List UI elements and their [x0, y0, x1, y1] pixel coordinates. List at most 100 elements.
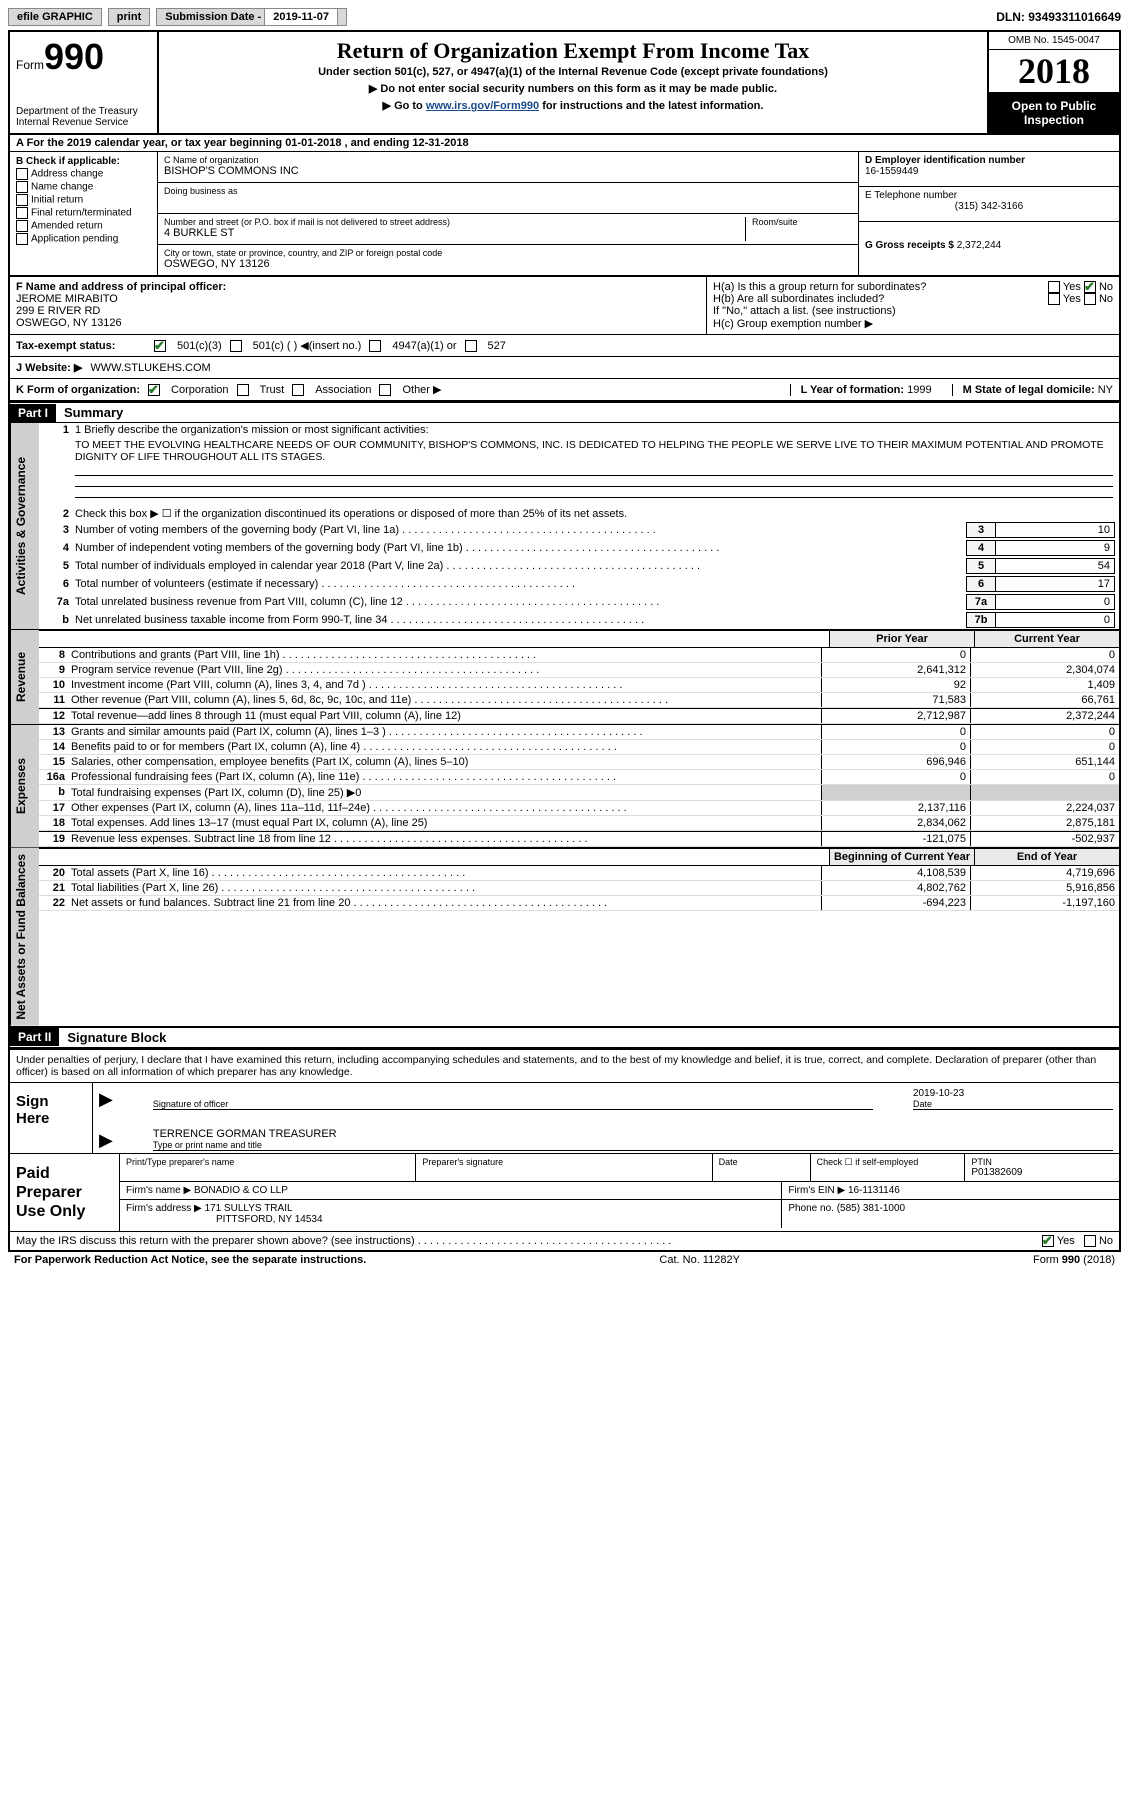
line10-text: Investment income (Part VIII, column (A)…	[71, 678, 821, 692]
firm-ein-label: Firm's EIN ▶	[788, 1185, 845, 1196]
py-13: 0	[821, 725, 970, 739]
cy-13: 0	[970, 725, 1119, 739]
officer-signature-field[interactable]: Signature of officer	[153, 1085, 873, 1110]
print-button[interactable]: print	[108, 8, 150, 26]
val-5: 54	[995, 558, 1115, 574]
lbl-amended: Amended return	[31, 221, 103, 232]
phone-label: E Telephone number	[865, 190, 1113, 201]
dept-irs: Internal Revenue Service	[16, 117, 151, 128]
omb-number: OMB No. 1545-0047	[989, 32, 1119, 50]
header-left: Form990 Department of the Treasury Inter…	[10, 32, 159, 133]
preparer-block: Paid Preparer Use Only Print/Type prepar…	[10, 1153, 1119, 1232]
val-3: 10	[995, 522, 1115, 538]
line3-text: Number of voting members of the governin…	[75, 524, 966, 536]
efile-button[interactable]: efile GRAPHIC	[8, 8, 102, 26]
website-value: WWW.STLUKEHS.COM	[90, 362, 210, 374]
part2-tag: Part II	[10, 1028, 59, 1046]
py-17: 2,137,116	[821, 801, 970, 815]
chk-501c3[interactable]	[154, 340, 166, 352]
chk-hb-no[interactable]	[1084, 293, 1096, 305]
perjury-declaration: Under penalties of perjury, I declare th…	[10, 1050, 1119, 1082]
part1-bar: Part I Summary	[10, 402, 1119, 423]
eoy-20: 4,719,696	[970, 866, 1119, 880]
py-16a: 0	[821, 770, 970, 784]
instr-goto: ▶ Go to www.irs.gov/Form990 for instruct…	[165, 99, 981, 112]
netassets-section: Net Assets or Fund Balances Beginning of…	[10, 848, 1119, 1027]
form-number: 990	[44, 36, 104, 77]
lbl-final-return: Final return/terminated	[31, 208, 132, 219]
city-value: OSWEGO, NY 13126	[164, 258, 852, 270]
cy-8: 0	[970, 648, 1119, 662]
irs-link[interactable]: www.irs.gov/Form990	[426, 100, 539, 112]
val-7b: 0	[995, 612, 1115, 628]
sig-date-value: 2019-10-23	[913, 1088, 1113, 1099]
chk-discuss-no[interactable]	[1084, 1235, 1096, 1247]
chk-hb-yes[interactable]	[1048, 293, 1060, 305]
chk-trust[interactable]	[237, 384, 249, 396]
lbl-501c: 501(c) ( ) ◀(insert no.)	[253, 339, 362, 352]
k-label: K Form of organization:	[16, 384, 140, 396]
addr-value: 4 BURKLE ST	[164, 227, 745, 239]
vtab-expenses: Expenses	[10, 725, 39, 847]
py-12: 2,712,987	[821, 709, 970, 723]
dba-label: Doing business as	[164, 186, 852, 196]
chk-527[interactable]	[465, 340, 477, 352]
rule-line	[75, 487, 1113, 498]
box-c: C Name of organization BISHOP'S COMMONS …	[158, 152, 859, 275]
governance-section: Activities & Governance 11 Briefly descr…	[10, 423, 1119, 630]
line17-text: Other expenses (Part IX, column (A), lin…	[71, 801, 821, 815]
chk-corp[interactable]	[148, 384, 160, 396]
part1-tag: Part I	[10, 404, 56, 422]
py-10: 92	[821, 678, 970, 692]
website-label: J Website: ▶	[16, 361, 82, 374]
chk-assoc[interactable]	[292, 384, 304, 396]
cy-12: 2,372,244	[970, 709, 1119, 723]
chk-discuss-yes[interactable]	[1042, 1235, 1054, 1247]
firm-addr1: 171 SULLYS TRAIL	[205, 1203, 293, 1214]
chk-app-pending[interactable]	[16, 233, 28, 245]
lbl-address-change: Address change	[31, 169, 103, 180]
line16b-text: Total fundraising expenses (Part IX, col…	[71, 785, 821, 800]
box-de: D Employer identification number 16-1559…	[859, 152, 1119, 275]
tax-status-row: Tax-exempt status: 501(c)(3) 501(c) ( ) …	[10, 335, 1119, 357]
lbl-501c3: 501(c)(3)	[177, 340, 222, 352]
chk-ha-no[interactable]	[1084, 281, 1096, 293]
chk-amended[interactable]	[16, 220, 28, 232]
boy-21: 4,802,762	[821, 881, 970, 895]
website-row: J Website: ▶ WWW.STLUKEHS.COM	[10, 357, 1119, 379]
cy-16a: 0	[970, 770, 1119, 784]
chk-other[interactable]	[379, 384, 391, 396]
tax-label: Tax-exempt status:	[16, 340, 146, 352]
officer-addr1: 299 E RIVER RD	[16, 305, 700, 317]
lbl-no: No	[1099, 281, 1113, 293]
printed-name-label: Type or print name and title	[153, 1140, 262, 1150]
chk-final-return[interactable]	[16, 207, 28, 219]
firm-phone: (585) 381-1000	[837, 1203, 905, 1214]
chk-501c[interactable]	[230, 340, 242, 352]
box-5: 5	[966, 558, 995, 574]
chk-initial-return[interactable]	[16, 194, 28, 206]
ein-label: D Employer identification number	[865, 155, 1113, 166]
lbl-4947: 4947(a)(1) or	[392, 340, 456, 352]
chk-ha-yes[interactable]	[1048, 281, 1060, 293]
instr-prefix: ▶ Go to	[383, 100, 426, 112]
form-label: Form	[16, 58, 44, 72]
lbl-app-pending: Application pending	[31, 234, 118, 245]
chk-4947[interactable]	[369, 340, 381, 352]
submission-date-value: 2019-11-07	[264, 8, 338, 26]
box-b: B Check if applicable: Address change Na…	[10, 152, 158, 275]
cy-11: 66,761	[970, 693, 1119, 707]
hb-label: H(b) Are all subordinates included?	[713, 293, 884, 305]
box-f: F Name and address of principal officer:…	[10, 277, 707, 334]
submission-date-label: Submission Date - 2019-11-07	[156, 8, 347, 26]
cy-19: -502,937	[970, 832, 1119, 846]
chk-name-change[interactable]	[16, 181, 28, 193]
cy-9: 2,304,074	[970, 663, 1119, 677]
lbl-no2: No	[1099, 293, 1113, 305]
val-7a: 0	[995, 594, 1115, 610]
py-9: 2,641,312	[821, 663, 970, 677]
chk-address-change[interactable]	[16, 168, 28, 180]
box-h: H(a) Is this a group return for subordin…	[707, 277, 1119, 334]
prep-sig-label: Preparer's signature	[422, 1157, 705, 1167]
preparer-label: Paid Preparer Use Only	[10, 1154, 120, 1232]
